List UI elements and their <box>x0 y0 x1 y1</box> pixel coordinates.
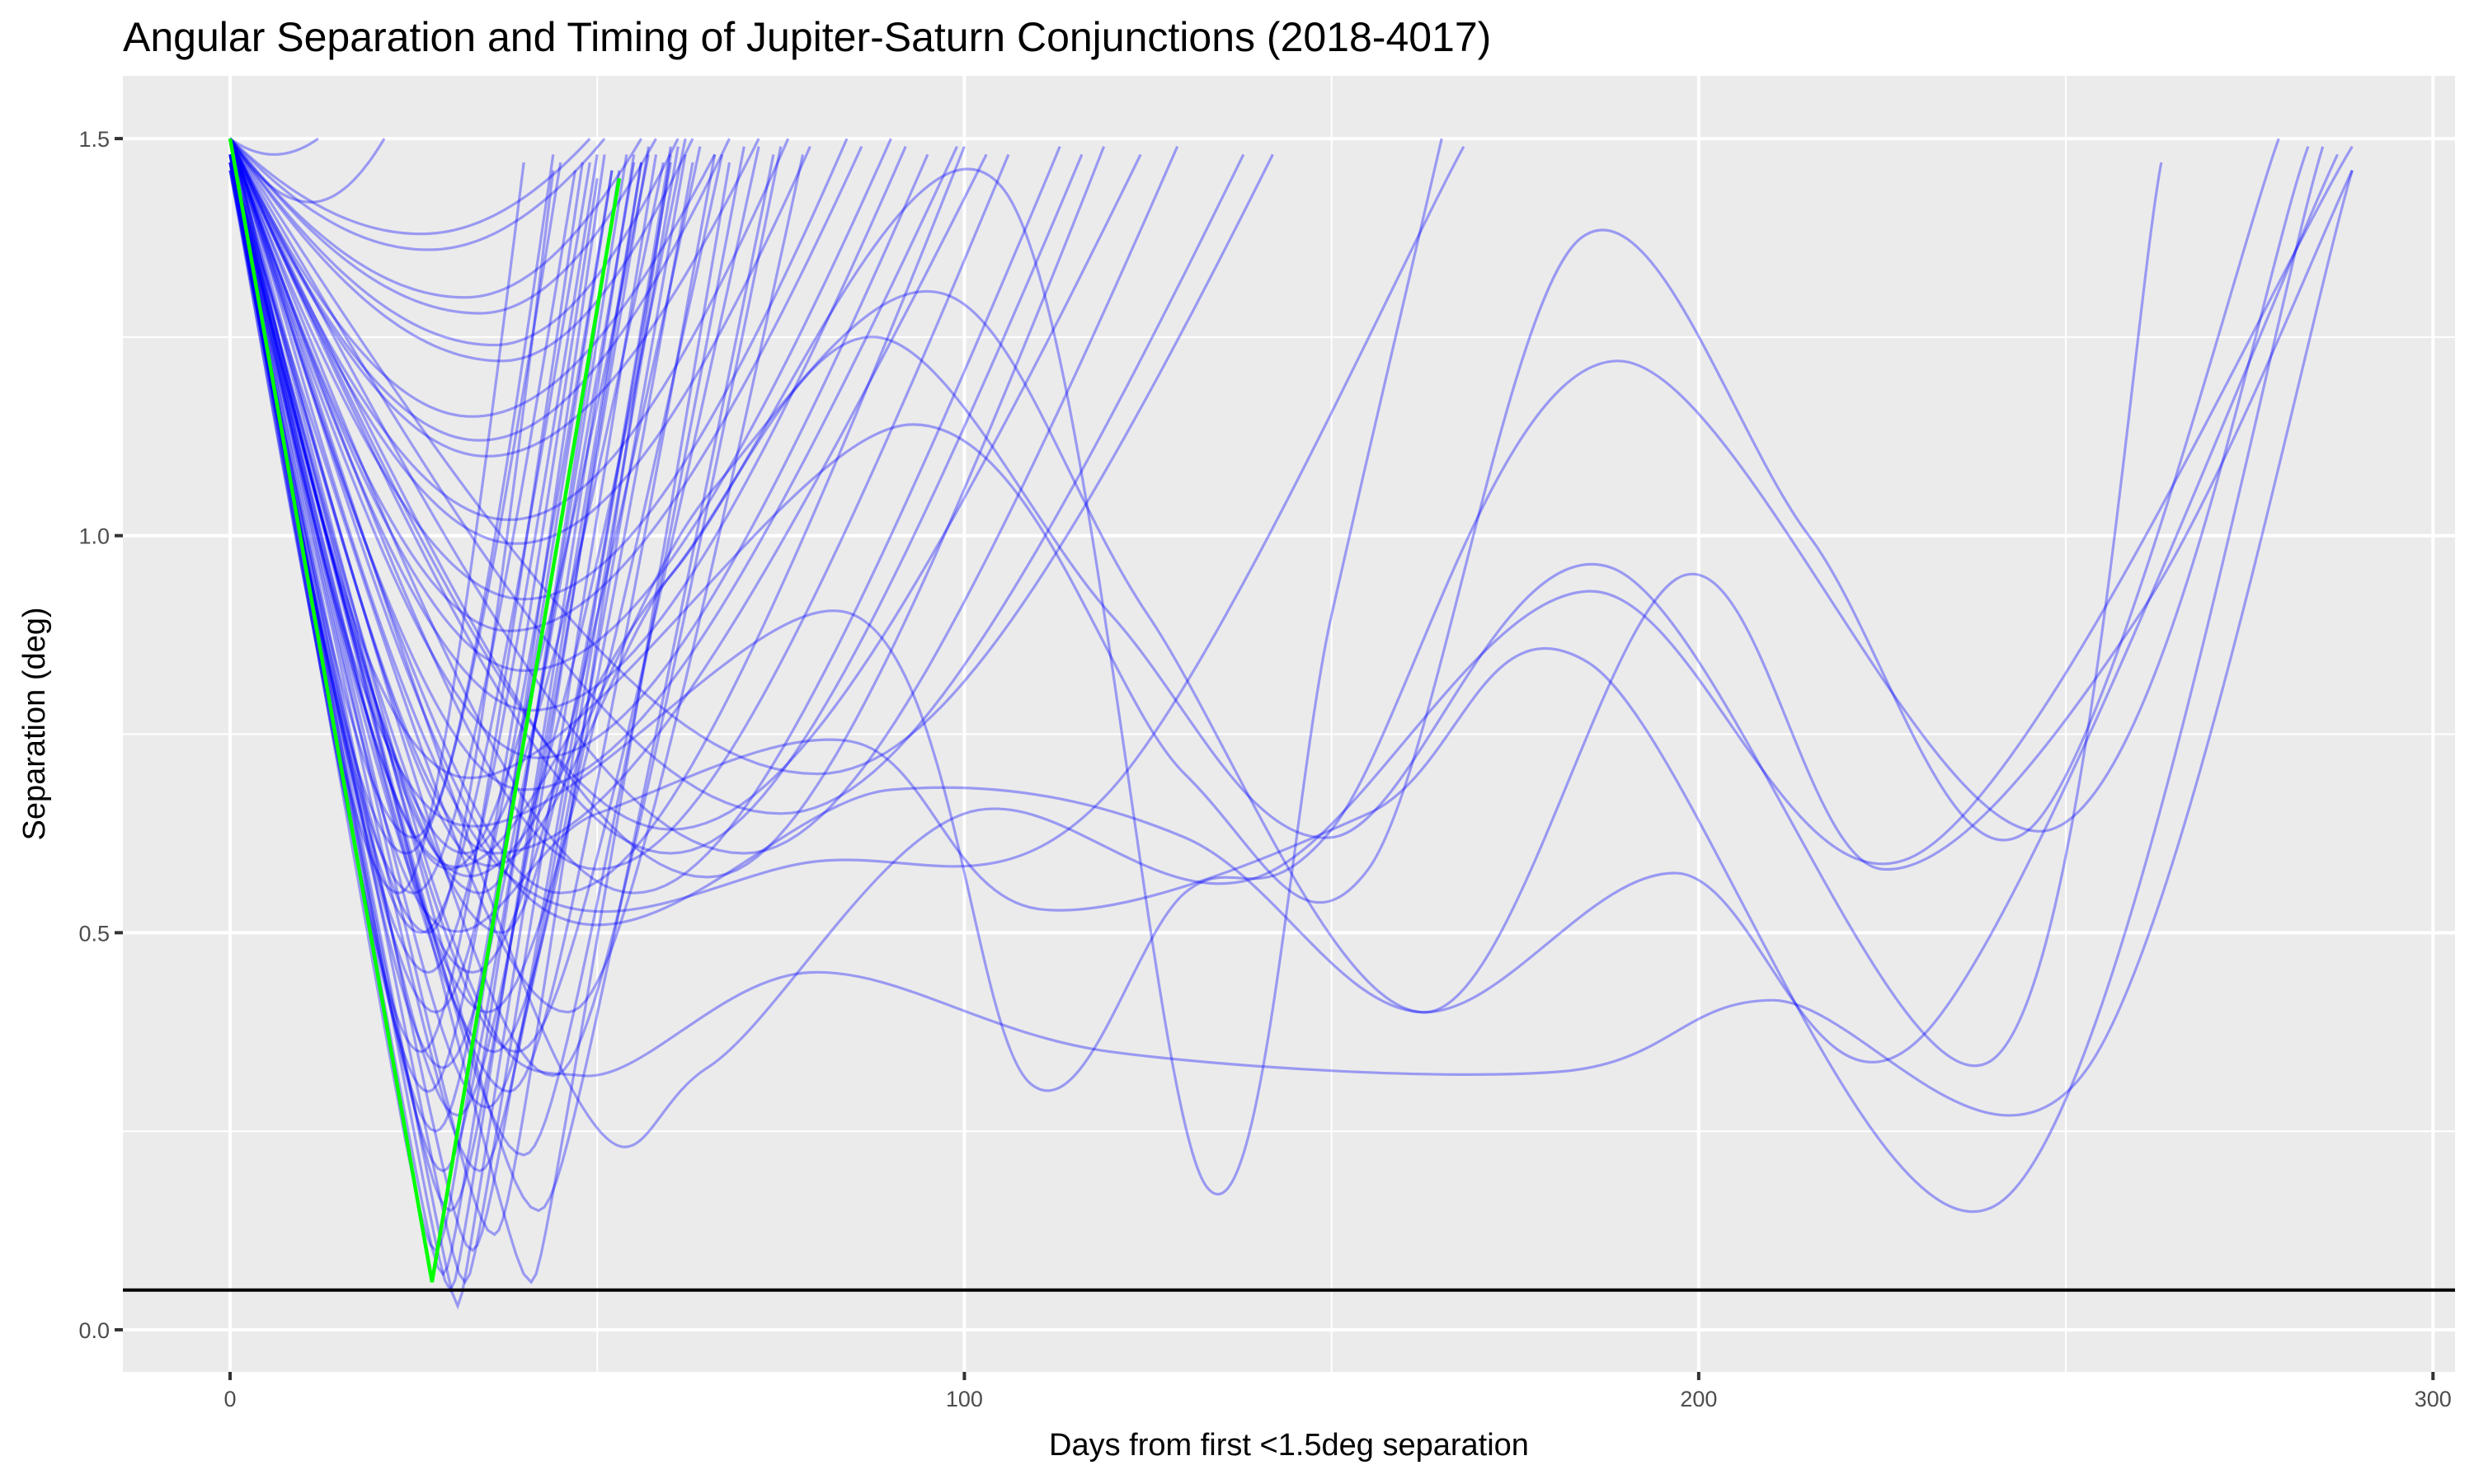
conjunction-series-line <box>228 154 687 1109</box>
conjunction-series-line <box>228 138 929 760</box>
conjunction-series-line <box>228 138 717 418</box>
conjunction-series-line <box>228 138 1245 815</box>
conjunction-series-line <box>228 138 907 712</box>
conjunction-series-line <box>228 138 606 251</box>
conjunction-series-line <box>228 138 1010 871</box>
conjunction-series-line <box>228 154 672 1252</box>
conjunction-series-line <box>228 138 731 442</box>
conjunction-series-line <box>228 146 672 934</box>
conjunction-series-line <box>228 138 687 895</box>
conjunction-series-line <box>228 154 665 855</box>
y-tick-label: 1.0 <box>78 524 110 549</box>
x-tick-label: 200 <box>1680 1387 1717 1411</box>
conjunction-series-line <box>228 138 2280 904</box>
conjunction-series-line <box>228 154 724 1014</box>
conjunction-series-line <box>228 138 2339 1064</box>
conjunction-series-line <box>228 138 1084 855</box>
x-tick-label: 100 <box>946 1387 983 1411</box>
x-tick-label: 300 <box>2415 1387 2452 1411</box>
conjunction-series-line <box>228 138 892 673</box>
y-tick-label: 1.5 <box>78 127 110 152</box>
conjunction-series-line <box>228 154 805 1014</box>
conjunction-series-line <box>228 162 525 895</box>
conjunction-series-line <box>228 154 584 1054</box>
conjunction-series-line <box>228 138 1106 879</box>
conjunction-series-line <box>228 146 745 1157</box>
conjunction-series-line <box>228 138 2163 1068</box>
conjunction-series-line <box>228 162 643 1310</box>
y-tick-label: 0.0 <box>78 1318 110 1343</box>
conjunction-series-line <box>228 138 2325 1214</box>
conjunction-series-line <box>228 138 680 347</box>
chart-title: Angular Separation and Timing of Jupiter… <box>123 14 1491 60</box>
conjunction-series-line <box>228 146 760 1054</box>
conjunction-series-line <box>228 138 966 895</box>
conjunction-series-line <box>228 138 642 299</box>
conjunction-series-line <box>228 146 783 1078</box>
conjunction-series-line <box>228 138 863 632</box>
conjunction-series-line <box>228 138 811 545</box>
conjunction-series-line <box>229 137 319 157</box>
conjunction-series-line <box>228 170 599 1093</box>
conjunction-series-line <box>228 146 680 1173</box>
conjunction-series-line <box>228 138 1142 831</box>
conjunction-series-line <box>228 138 2354 1014</box>
conjunction-series-line <box>228 162 636 1069</box>
conjunction-series-line <box>228 138 988 855</box>
conjunction-series-line <box>228 162 731 1284</box>
conjunction-series-line <box>228 146 702 974</box>
overlay <box>123 138 2455 1292</box>
conjunction-series-line <box>228 137 591 236</box>
conjunction-series-line <box>228 154 555 839</box>
conjunction-series-line <box>228 138 657 315</box>
conjunction-series-line <box>228 162 694 1054</box>
y-axis-label: Separation (deg) <box>17 607 52 840</box>
conjunction-series-line <box>228 138 1179 855</box>
axes: 0 100 200 300 0.0 0.5 1.0 1.5 <box>78 127 2451 1411</box>
conjunction-series-line <box>228 154 717 1093</box>
conjunction-series-line <box>228 154 658 1285</box>
conjunction-series-line <box>228 154 672 1237</box>
conjunction-series-line <box>228 138 694 363</box>
y-tick-label: 0.5 <box>78 921 110 946</box>
conjunction-series-line <box>228 138 386 204</box>
conjunction-series-line <box>228 138 790 522</box>
conjunction-series-line <box>228 138 1061 895</box>
conjunction-series-line <box>228 138 849 601</box>
conjunction-series-line <box>228 138 2354 1117</box>
conjunction-series-line <box>228 138 958 791</box>
conjunction-series-line <box>228 138 2310 1092</box>
conjunction-series-line <box>228 138 760 458</box>
conjunction-series-line <box>228 153 775 1213</box>
conjunction-series-line <box>228 146 651 1117</box>
conjunction-series-line <box>228 138 1443 1196</box>
highlight-series-line <box>228 138 622 1283</box>
series-lines <box>228 137 2354 1310</box>
conjunction-series-line <box>228 154 555 934</box>
gridlines <box>123 76 2455 1372</box>
x-axis-label: Days from first <1.5deg separation <box>1049 1428 1529 1463</box>
conjunction-series-line <box>228 154 651 871</box>
x-tick-label: 0 <box>223 1387 236 1411</box>
conjunction-series-line <box>228 138 2354 1148</box>
conjunction-series-line <box>228 138 1465 913</box>
conjunction-series-line <box>228 138 1274 776</box>
